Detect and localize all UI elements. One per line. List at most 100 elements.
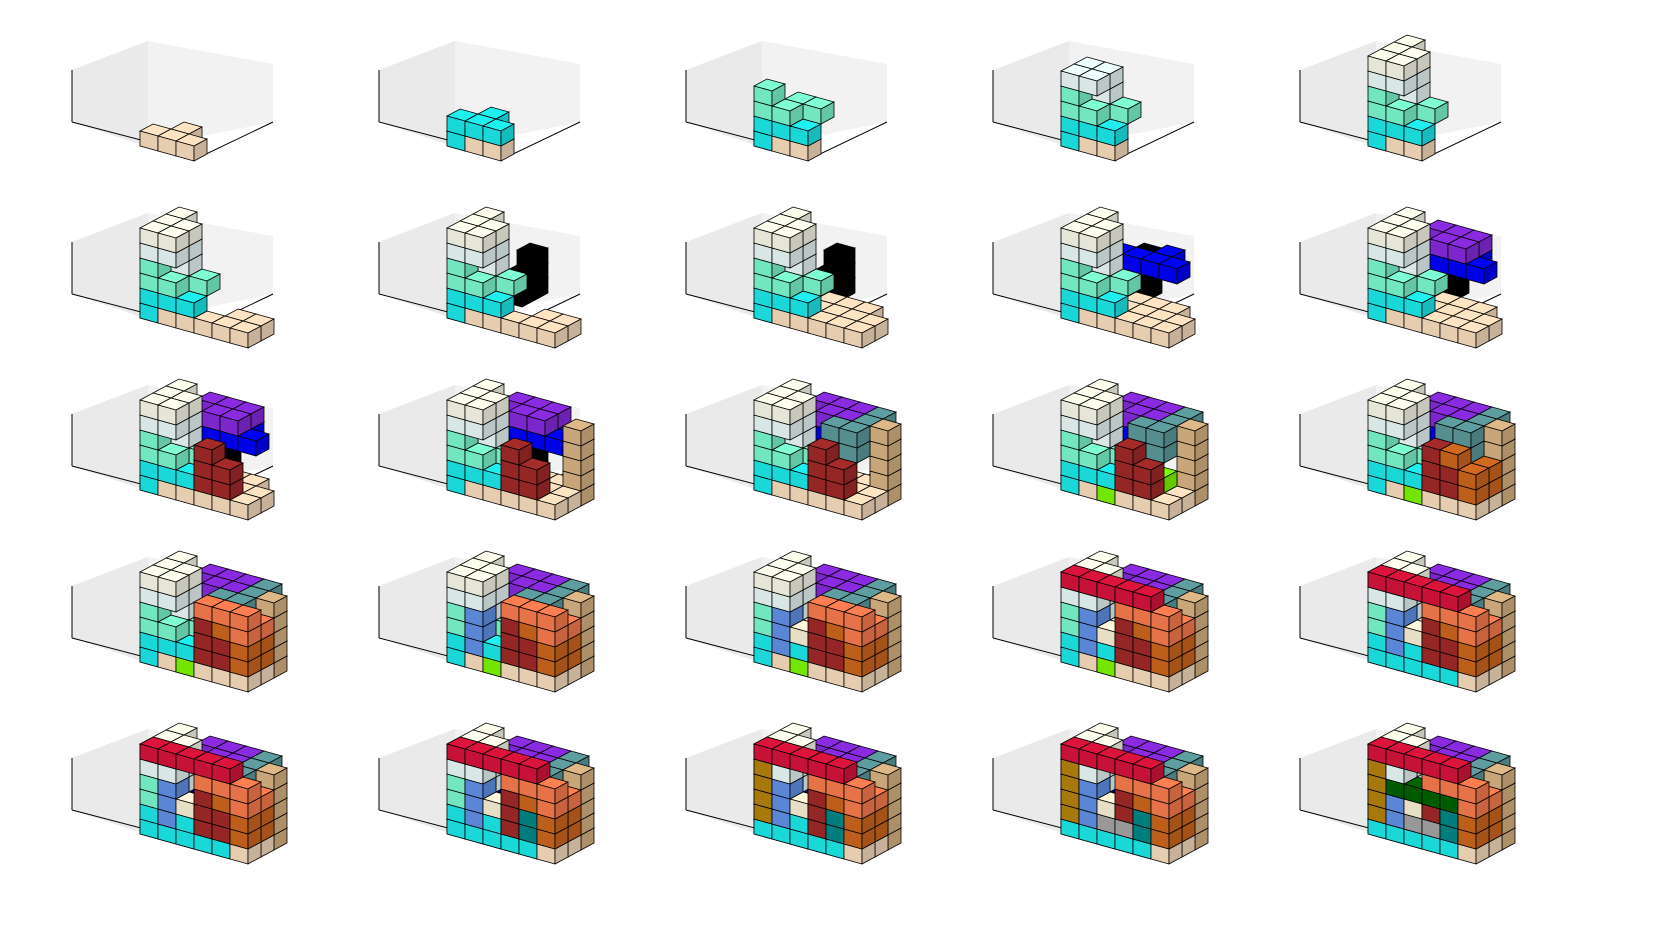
- voxel-piece-19: [1131, 584, 1166, 613]
- panel-step-9: [991, 206, 1281, 376]
- voxel-piece-9: [1157, 256, 1192, 285]
- voxels: [445, 106, 516, 162]
- panel-step-18: [684, 550, 974, 720]
- panel-step-22: [377, 722, 667, 892]
- axes-panes: [71, 41, 274, 157]
- voxel-axes: [1299, 550, 1517, 693]
- voxel-piece-6: [228, 492, 263, 521]
- panel-step-15: [1298, 378, 1588, 548]
- panel-step-24: [991, 722, 1281, 892]
- panel-step-13: [684, 378, 974, 548]
- voxels: [1366, 722, 1517, 865]
- voxel-piece-5: [463, 569, 498, 598]
- panel-step-6: [70, 206, 360, 376]
- voxel-piece-5: [156, 569, 191, 598]
- panel-step-21: [70, 722, 360, 892]
- voxels: [752, 550, 903, 693]
- voxels: [1059, 206, 1197, 349]
- voxel-piece-1: [174, 133, 209, 162]
- voxel-piece-6: [1456, 320, 1491, 349]
- voxel-axes: [685, 550, 903, 693]
- voxel-axes: [1299, 206, 1504, 349]
- voxel-piece-5: [463, 225, 498, 254]
- voxel-piece-5: [156, 397, 191, 426]
- voxel-axes: [378, 378, 596, 521]
- voxel-piece-3: [770, 98, 805, 127]
- voxel-piece-16: [228, 604, 263, 633]
- voxel-piece-3: [463, 442, 498, 471]
- voxel-piece-6: [1149, 320, 1184, 349]
- voxels: [1366, 378, 1517, 521]
- voxel-axes: [992, 722, 1210, 865]
- panel-step-20: [1298, 550, 1588, 720]
- voxels: [445, 378, 596, 521]
- voxel-axes: [378, 206, 583, 349]
- panel-step-2: [377, 36, 667, 204]
- voxels: [1366, 550, 1517, 693]
- voxels: [1059, 56, 1143, 162]
- voxel-axes: [685, 722, 903, 865]
- voxel-piece-5: [156, 225, 191, 254]
- voxel-piece-12: [868, 418, 903, 447]
- voxel-piece-6: [228, 320, 263, 349]
- voxel-piece-16: [1149, 776, 1184, 805]
- panel-step-23: [684, 722, 974, 892]
- voxels: [752, 378, 903, 521]
- voxel-piece-3: [752, 78, 787, 107]
- panel-step-19: [991, 550, 1281, 720]
- voxel-piece-19: [517, 756, 552, 785]
- voxels: [752, 78, 836, 162]
- voxel-axes: [378, 550, 596, 693]
- voxel-piece-2: [481, 118, 516, 147]
- panel-step-10: [1298, 206, 1588, 376]
- voxel-piece-19: [1438, 584, 1473, 613]
- voxels: [138, 722, 289, 865]
- voxel-piece-11: [517, 457, 552, 486]
- voxels: [445, 550, 596, 693]
- voxel-piece-7: [515, 242, 550, 271]
- voxel-piece-19: [1438, 756, 1473, 785]
- voxel-axes: [71, 722, 289, 865]
- voxel-axes: [71, 378, 276, 521]
- voxels: [445, 206, 583, 349]
- panel-step-1: [70, 36, 360, 204]
- voxel-piece-3: [1384, 270, 1419, 299]
- voxel-piece-5: [1384, 397, 1419, 426]
- panel-step-25: [1298, 722, 1588, 892]
- axes-panes: [378, 41, 581, 157]
- voxel-piece-5: [770, 569, 805, 598]
- voxel-piece-12: [1482, 418, 1517, 447]
- voxel-piece-6: [535, 492, 570, 521]
- voxel-piece-5: [1077, 225, 1112, 254]
- voxel-piece-11: [806, 437, 841, 466]
- panel-step-12: [377, 378, 667, 548]
- voxel-axes: [71, 206, 276, 349]
- voxel-piece-11: [192, 437, 227, 466]
- voxel-axes: [71, 41, 274, 162]
- voxel-piece-19: [210, 756, 245, 785]
- voxel-piece-12: [561, 418, 596, 447]
- voxel-piece-6: [535, 320, 570, 349]
- panel-step-4: [991, 36, 1281, 204]
- voxel-axes: [992, 41, 1195, 162]
- panel-step-14: [991, 378, 1281, 548]
- voxel-piece-16: [535, 604, 570, 633]
- voxel-piece-11: [499, 437, 534, 466]
- panel-step-11: [70, 378, 360, 548]
- panel-step-16: [70, 550, 360, 720]
- voxel-piece-6: [842, 320, 877, 349]
- voxel-piece-3: [801, 96, 836, 125]
- voxel-axes: [992, 550, 1210, 693]
- voxels: [1059, 378, 1210, 521]
- voxel-piece-10: [525, 408, 560, 437]
- voxels: [1366, 206, 1504, 349]
- voxel-piece-12: [868, 762, 903, 791]
- voxels: [138, 121, 209, 162]
- voxels: [752, 206, 890, 349]
- voxel-axes: [71, 550, 289, 693]
- voxel-piece-7: [822, 242, 857, 271]
- panel-step-7: [377, 206, 667, 376]
- voxel-piece-12: [1175, 418, 1210, 447]
- voxel-piece-5: [138, 220, 173, 249]
